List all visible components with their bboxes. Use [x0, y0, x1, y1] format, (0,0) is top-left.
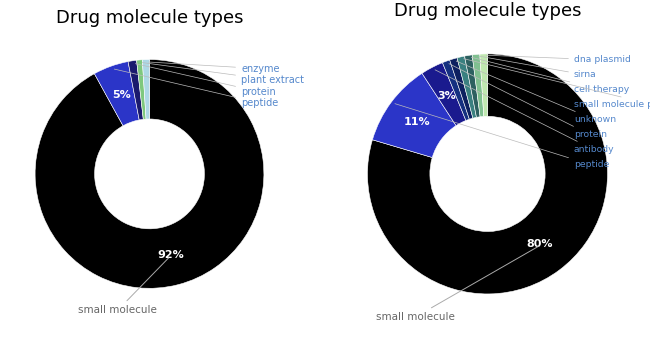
Title: Drug molecule types: Drug molecule types [56, 9, 243, 27]
Text: 5%: 5% [112, 90, 131, 100]
Wedge shape [94, 61, 139, 126]
Wedge shape [372, 73, 456, 158]
Text: 3%: 3% [437, 91, 456, 101]
Text: sirna: sirna [479, 56, 597, 79]
Wedge shape [136, 60, 146, 119]
Text: peptide: peptide [114, 69, 278, 108]
Text: small molecule: small molecule [376, 247, 538, 322]
Wedge shape [465, 55, 480, 117]
Text: 11%: 11% [404, 117, 430, 127]
Wedge shape [35, 60, 264, 288]
Text: unknown: unknown [456, 61, 616, 124]
Text: small molecule: small molecule [78, 258, 168, 315]
Text: enzyme: enzyme [149, 62, 280, 74]
Text: antibody: antibody [435, 70, 614, 154]
Text: plant extract: plant extract [142, 63, 304, 85]
Wedge shape [422, 63, 466, 125]
Text: 92%: 92% [157, 250, 184, 260]
Text: peptide: peptide [395, 104, 609, 169]
Wedge shape [450, 58, 473, 119]
Wedge shape [128, 60, 143, 120]
Text: protein: protein [135, 64, 276, 97]
Text: dna plasmid: dna plasmid [486, 55, 630, 64]
Wedge shape [443, 60, 469, 120]
Text: cell therapy: cell therapy [471, 57, 629, 94]
Wedge shape [457, 56, 476, 118]
Wedge shape [472, 54, 484, 117]
Title: Drug molecule types: Drug molecule types [394, 2, 581, 19]
Wedge shape [367, 54, 608, 294]
Text: small molecule polymer conjuga...: small molecule polymer conjuga... [463, 59, 650, 109]
Wedge shape [480, 54, 488, 116]
Wedge shape [142, 60, 150, 119]
Text: 80%: 80% [526, 239, 553, 249]
Text: protein: protein [449, 64, 607, 139]
